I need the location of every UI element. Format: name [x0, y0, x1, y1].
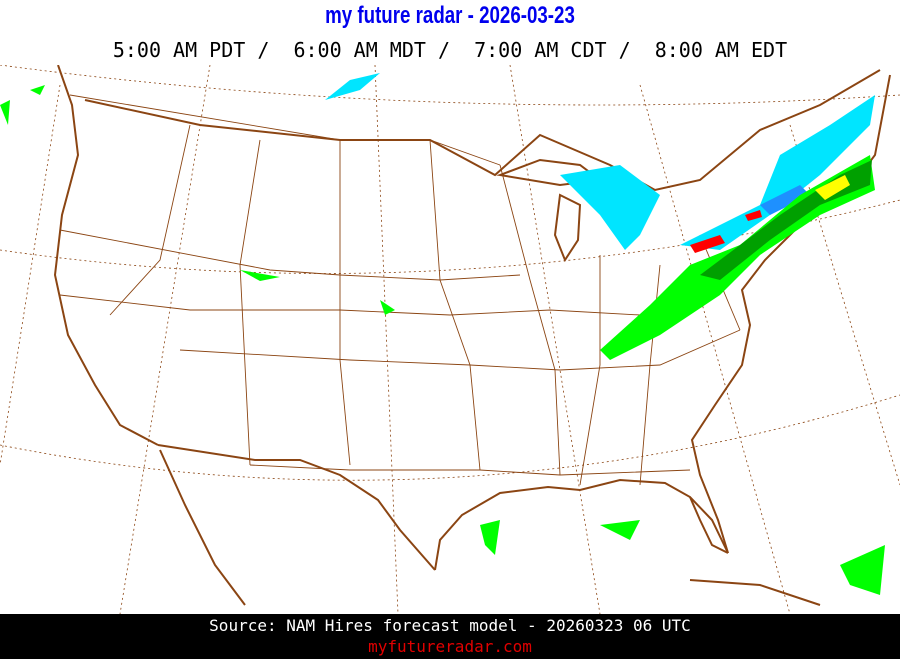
radar-map	[0, 65, 900, 614]
page-title: my future radar - 2026-03-23	[325, 2, 575, 29]
heavy-snow-area	[760, 185, 810, 215]
longitude-line	[0, 84, 61, 466]
west-coast	[53, 65, 159, 446]
rain-area	[840, 545, 885, 595]
lake-michigan	[553, 193, 582, 263]
rain-area	[30, 85, 45, 95]
valid-times: 5:00 AM PDT / 6:00 AM MDT / 7:00 AM CDT …	[112, 38, 788, 62]
mix-area	[745, 210, 762, 221]
rain-area	[380, 300, 395, 315]
latitude-line	[0, 394, 900, 481]
baja-coast	[159, 449, 246, 606]
snow-area	[560, 165, 660, 250]
east-coast	[690, 74, 891, 554]
precipitation	[0, 73, 885, 595]
mix-area	[690, 235, 725, 253]
longitude-line	[639, 84, 791, 614]
coastline-and-borders	[53, 65, 891, 606]
snow-area	[325, 73, 380, 100]
cuba	[689, 579, 821, 606]
rain-area	[240, 270, 280, 281]
site-link[interactable]: myfutureradar.com	[368, 637, 532, 656]
latitude-line	[0, 199, 900, 274]
graticule	[0, 65, 900, 614]
florida	[689, 496, 729, 554]
latitude-line	[0, 65, 900, 106]
rain-area	[480, 520, 500, 555]
source-text: Source: NAM Hires forecast model - 20260…	[209, 616, 691, 635]
longitude-line	[119, 65, 211, 614]
footer-bar: Source: NAM Hires forecast model - 20260…	[0, 614, 900, 659]
longitude-line	[374, 65, 399, 614]
mexico-border	[157, 444, 436, 571]
rain-area	[0, 100, 10, 125]
state-borders	[59, 94, 741, 486]
gulf-coast	[434, 478, 729, 571]
rain-area	[600, 520, 640, 540]
snow-area	[680, 95, 875, 250]
canada-border	[84, 69, 881, 192]
heavy-rain-area	[815, 175, 850, 200]
longitude-line	[509, 65, 601, 614]
